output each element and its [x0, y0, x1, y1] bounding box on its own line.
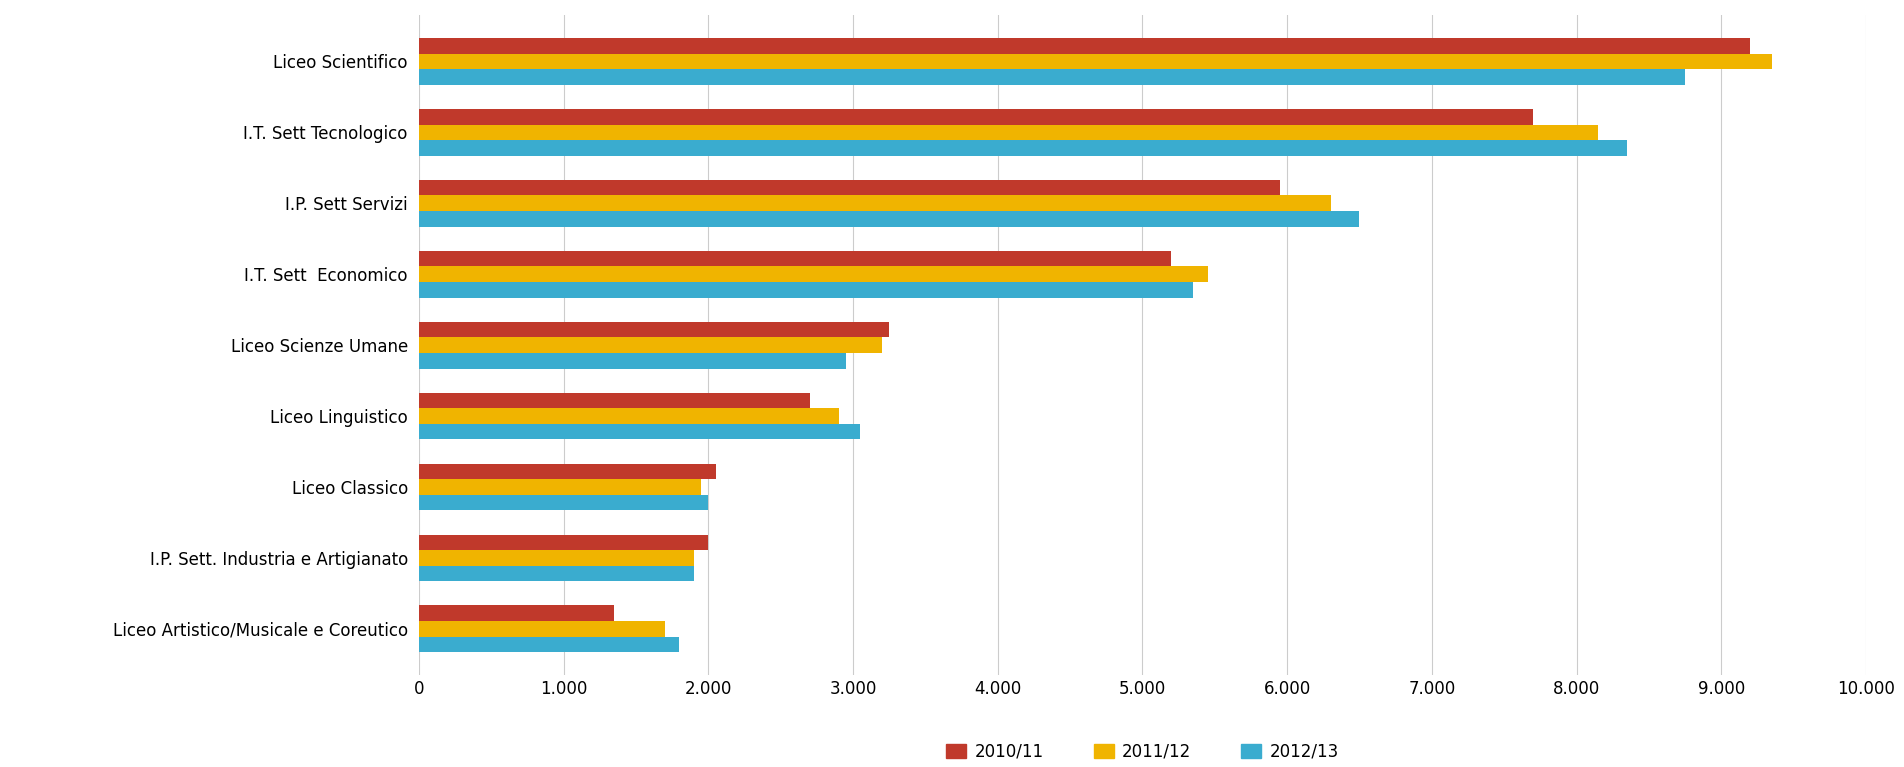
Bar — [419, 251, 1171, 266]
Bar — [419, 424, 861, 439]
Bar — [419, 38, 1750, 54]
Bar — [419, 69, 1685, 85]
Bar — [419, 479, 701, 495]
Bar — [419, 393, 809, 408]
Bar — [419, 282, 1194, 298]
Bar — [419, 535, 708, 550]
Bar — [419, 124, 1597, 140]
Bar — [419, 621, 664, 637]
Bar — [419, 463, 716, 479]
Bar — [419, 337, 882, 353]
Bar — [419, 266, 1207, 282]
Bar — [419, 180, 1279, 196]
Bar — [419, 140, 1628, 156]
Bar — [419, 550, 693, 566]
Bar — [419, 211, 1359, 227]
Bar — [419, 321, 889, 337]
Bar — [419, 196, 1331, 211]
Bar — [419, 495, 708, 510]
Bar — [419, 637, 680, 652]
Bar — [419, 109, 1533, 124]
Legend: 2010/11, 2011/12, 2012/13: 2010/11, 2011/12, 2012/13 — [939, 736, 1346, 767]
Bar — [419, 353, 845, 369]
Bar — [419, 605, 615, 621]
Bar — [419, 408, 838, 424]
Bar — [419, 566, 693, 581]
Bar — [419, 54, 1773, 69]
